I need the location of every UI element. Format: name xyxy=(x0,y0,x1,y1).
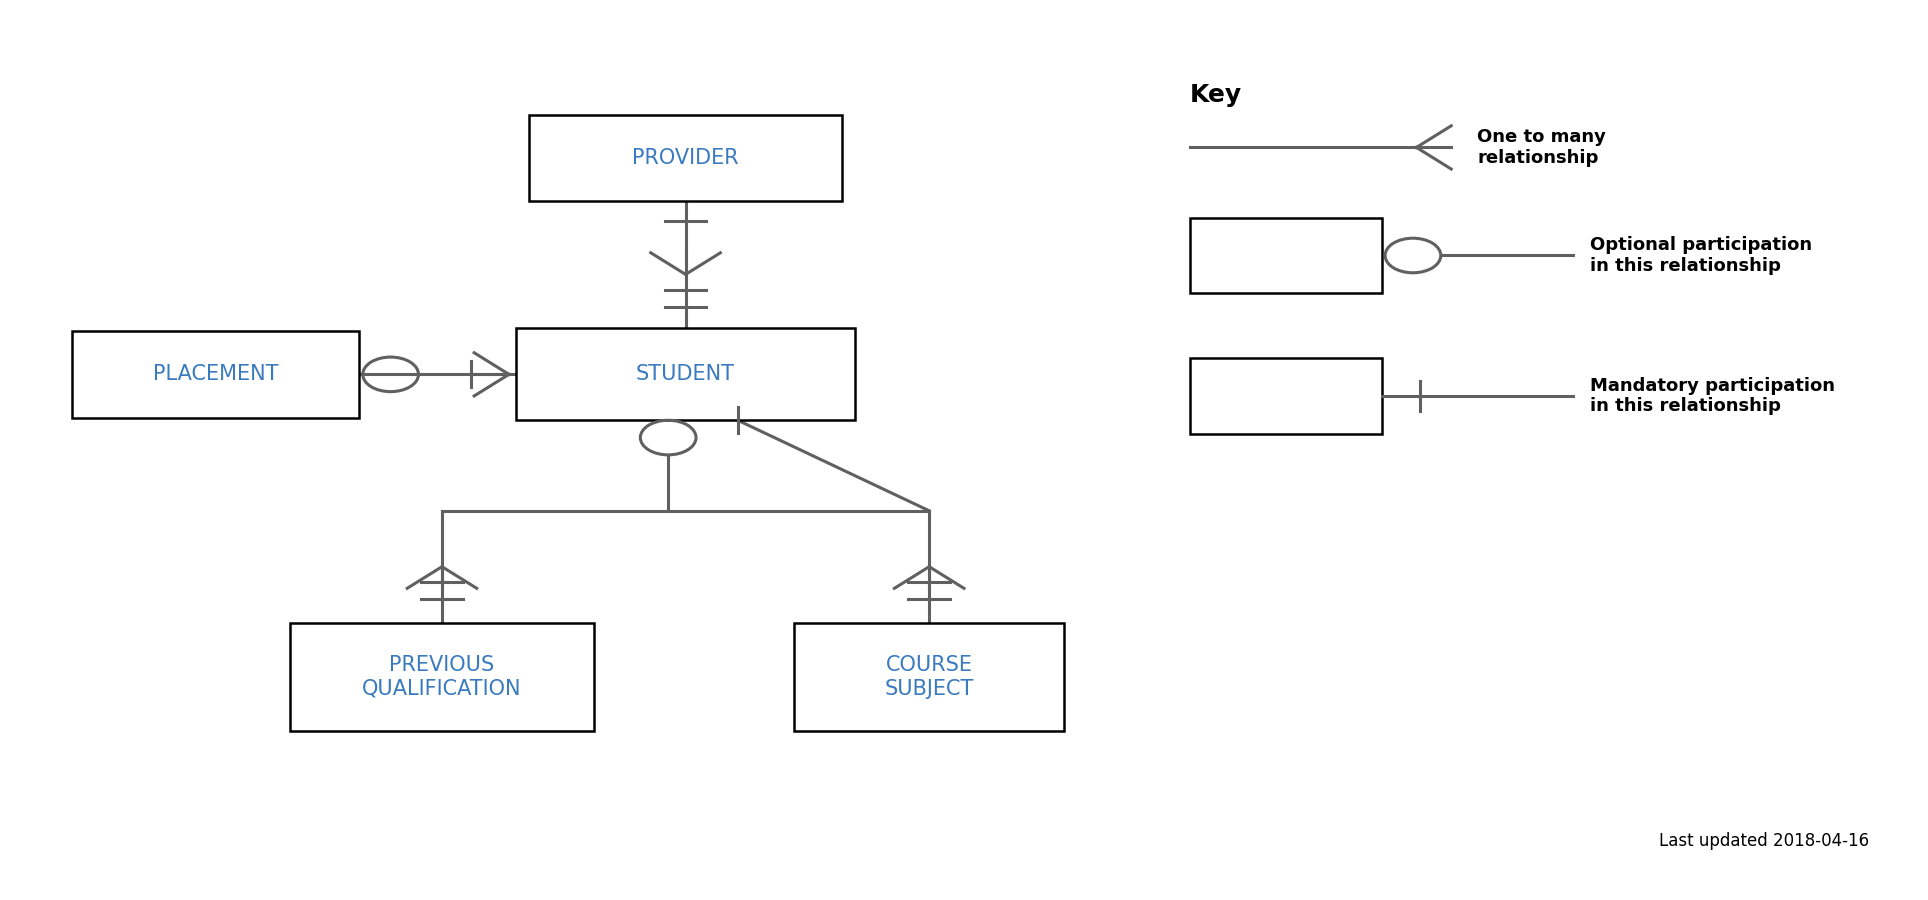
Bar xyxy=(1190,218,1382,293)
Bar xyxy=(528,115,843,202)
Text: PROVIDER: PROVIDER xyxy=(632,148,738,168)
Bar xyxy=(1190,358,1382,434)
Text: COURSE
SUBJECT: COURSE SUBJECT xyxy=(885,655,974,698)
Text: PREVIOUS
QUALIFICATION: PREVIOUS QUALIFICATION xyxy=(362,655,522,698)
Text: Key: Key xyxy=(1190,83,1242,106)
Text: PLACEMENT: PLACEMENT xyxy=(152,364,278,384)
Bar xyxy=(289,623,594,731)
Text: Last updated 2018-04-16: Last updated 2018-04-16 xyxy=(1658,832,1868,850)
Text: One to many
relationship: One to many relationship xyxy=(1477,128,1606,166)
Text: Optional participation
in this relationship: Optional participation in this relations… xyxy=(1591,236,1812,274)
Bar xyxy=(794,623,1064,731)
Text: STUDENT: STUDENT xyxy=(636,364,735,384)
Bar xyxy=(517,328,856,420)
Text: Mandatory participation
in this relationship: Mandatory participation in this relation… xyxy=(1591,376,1835,416)
Bar xyxy=(71,331,359,418)
